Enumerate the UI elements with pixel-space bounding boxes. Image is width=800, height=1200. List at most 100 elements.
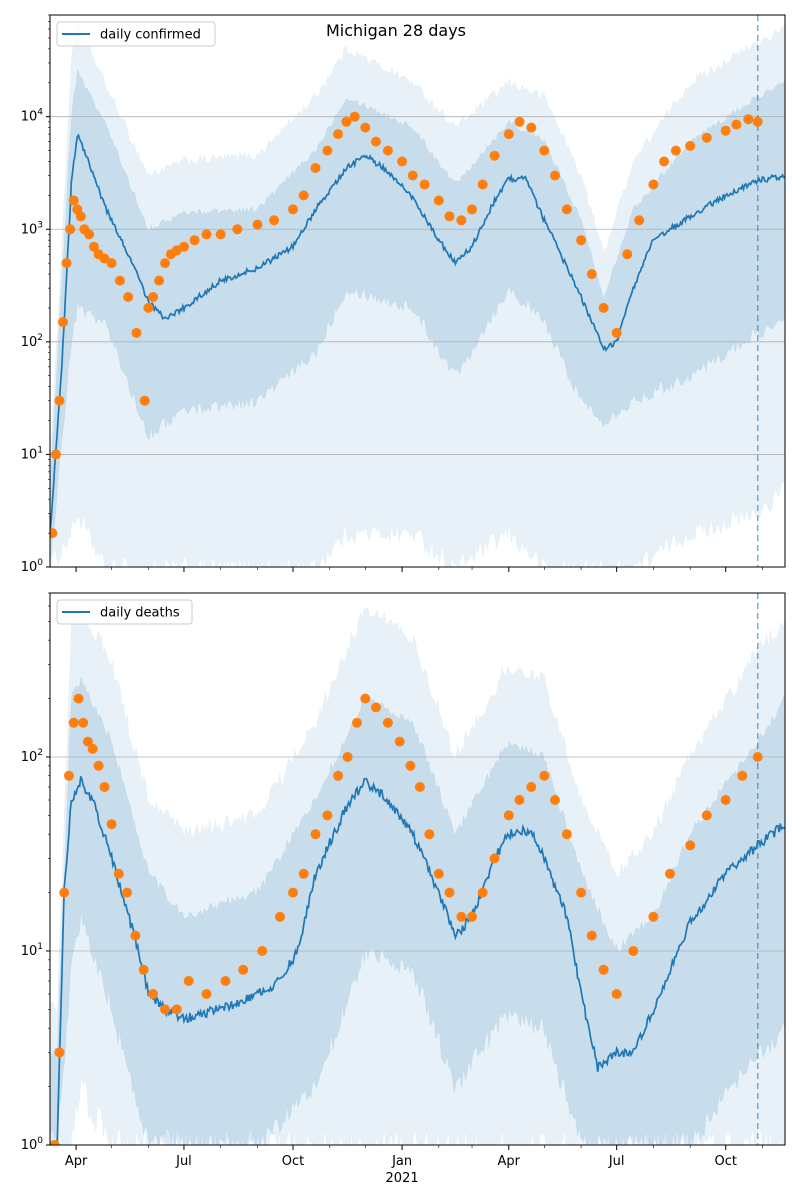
observed-point	[550, 795, 560, 805]
observed-point	[489, 150, 500, 161]
model-line	[50, 133, 785, 533]
observed-point	[50, 528, 58, 539]
observed-point	[322, 810, 333, 821]
observed-point	[720, 125, 731, 136]
observed-point	[526, 782, 537, 792]
observed-point	[467, 911, 477, 922]
observed-point	[397, 156, 408, 167]
observed-point	[179, 241, 189, 252]
x-tick-label: Jul	[175, 1154, 192, 1169]
observed-point	[737, 770, 748, 781]
y-tick-label: 100	[21, 558, 44, 575]
observed-point	[539, 770, 550, 781]
observed-point	[576, 235, 587, 246]
observed-point	[154, 275, 165, 286]
observed-point	[288, 204, 298, 215]
y-tick-label: 104	[21, 108, 44, 125]
observed-point	[634, 215, 645, 226]
observed-point	[84, 229, 95, 240]
observed-point	[611, 989, 622, 999]
observed-point	[371, 136, 381, 147]
observed-point	[58, 317, 68, 327]
observed-point	[148, 989, 159, 999]
observed-point	[75, 211, 86, 222]
observed-point	[342, 752, 353, 762]
observed-point	[189, 235, 200, 246]
observed-point	[68, 717, 79, 728]
legend-label: daily deaths	[100, 606, 180, 621]
observed-point	[456, 215, 467, 226]
observed-point	[138, 964, 149, 975]
observed-point	[752, 752, 763, 762]
observed-point	[444, 211, 455, 222]
x-tick-label: Jan	[391, 1154, 412, 1169]
plot-area	[50, 593, 785, 1145]
band-outer	[50, 22, 785, 567]
band-inner	[50, 69, 785, 565]
observed-point	[444, 887, 455, 898]
observed-point	[61, 258, 72, 269]
observed-point	[183, 976, 194, 986]
observed-point	[598, 964, 609, 975]
observed-point	[598, 302, 609, 313]
observed-point	[232, 224, 243, 235]
observed-point	[550, 170, 560, 181]
x-tick-label: Oct	[282, 1154, 304, 1169]
axes-frame	[49, 592, 786, 1146]
observed-point	[68, 195, 79, 206]
observed-point	[477, 179, 488, 190]
observed-point	[220, 976, 231, 986]
observed-point	[394, 736, 405, 747]
model-line	[56, 776, 785, 1145]
observed-point	[433, 195, 444, 206]
observed-point	[82, 736, 93, 747]
observed-point	[720, 795, 731, 805]
observed-point	[87, 743, 98, 754]
observed-point	[360, 693, 371, 704]
observed-point	[685, 140, 696, 151]
observed-point	[371, 702, 381, 713]
legend: daily confirmed	[56, 21, 216, 47]
observed-point	[160, 1004, 170, 1015]
observed-point	[670, 145, 681, 156]
observed-point	[201, 989, 212, 999]
y-tick-label: 103	[21, 220, 43, 237]
observed-point	[731, 119, 742, 130]
observed-point	[131, 327, 142, 338]
y-tick-label: 102	[21, 748, 43, 765]
observed-point	[561, 204, 572, 215]
observed-point	[433, 868, 444, 879]
observed-point	[586, 269, 597, 280]
observed-point	[576, 887, 587, 898]
observed-point	[503, 129, 514, 140]
y-tick-label: 100	[21, 1136, 44, 1153]
observed-point	[123, 292, 134, 302]
observed-point	[701, 810, 712, 821]
observed-point	[106, 819, 117, 830]
observed-point	[659, 156, 670, 167]
observed-point	[269, 215, 280, 226]
observed-point	[160, 258, 170, 269]
observed-point	[298, 868, 309, 879]
confirmed-panel: 100 101 102 103 104 daily confirmed	[21, 14, 786, 575]
observed-point	[382, 717, 393, 728]
observed-point	[333, 770, 344, 781]
observed-point	[414, 782, 425, 792]
observed-point	[648, 911, 659, 922]
x-tick-label: Apr	[498, 1154, 521, 1169]
observed-point	[201, 229, 212, 240]
observed-point	[322, 145, 333, 156]
observed-point	[503, 810, 514, 821]
observed-point	[341, 116, 352, 127]
observed-point	[514, 795, 525, 805]
observed-point	[54, 1047, 65, 1058]
deaths-panel: 100 101 102 Apr Jul Oct Jan 2021 Apr Jul Oct daily …	[21, 592, 786, 1186]
observed-point	[539, 145, 550, 156]
observed-point	[586, 930, 597, 941]
observed-point	[701, 132, 712, 143]
observed-point	[50, 449, 61, 460]
legend: daily deaths	[56, 599, 193, 625]
y-tick-label: 101	[21, 445, 43, 462]
band-inner	[50, 676, 785, 1145]
observed-point	[648, 179, 659, 190]
